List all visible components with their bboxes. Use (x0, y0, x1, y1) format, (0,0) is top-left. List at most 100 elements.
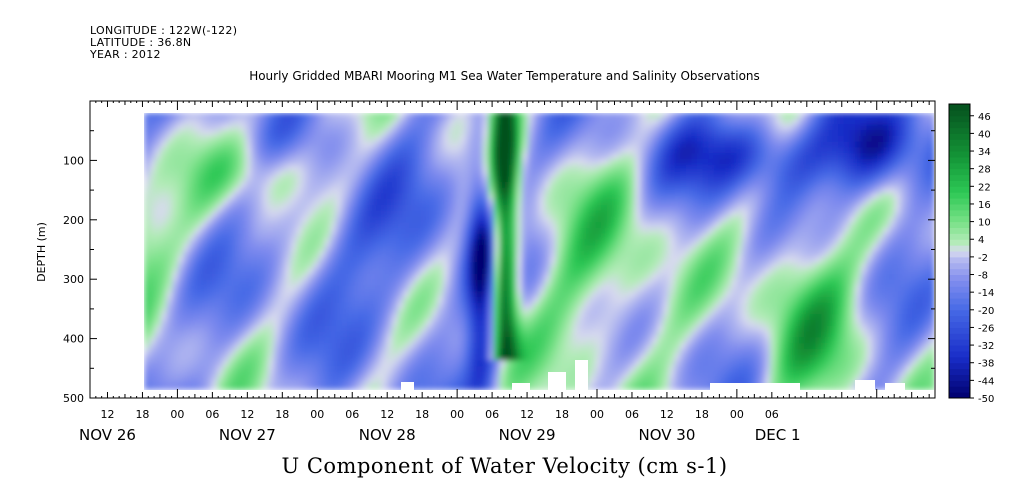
field-cell (166, 204, 174, 212)
field-cell (386, 187, 394, 195)
field-cell (476, 279, 484, 287)
field-cell (369, 113, 377, 120)
field-cell (245, 210, 253, 218)
field-cell (228, 124, 236, 131)
field-cell (166, 291, 174, 298)
field-cell (369, 239, 377, 247)
field-cell (431, 331, 439, 339)
field-cell (437, 181, 444, 189)
field-cell (228, 181, 236, 189)
field-cell (273, 256, 281, 264)
field-cell (420, 291, 427, 298)
field-cell (228, 216, 236, 224)
field-cell (522, 245, 529, 252)
field-cell (595, 181, 602, 189)
field-cell (702, 153, 710, 160)
field-cell (200, 383, 207, 390)
field-cell (420, 320, 427, 327)
field-cell (234, 147, 241, 154)
field-cell (347, 256, 354, 264)
field-cell (200, 164, 207, 172)
field-cell (708, 153, 715, 160)
field-cell (719, 199, 727, 206)
field-cell (392, 366, 399, 373)
field-cell (273, 360, 281, 367)
field-cell (561, 331, 569, 339)
field-cell (223, 279, 230, 287)
field-cell (567, 130, 574, 137)
field-cell (680, 135, 687, 143)
field-cell (397, 308, 405, 316)
field-cell (330, 337, 337, 344)
field-cell (719, 331, 727, 339)
field-cell (183, 187, 190, 195)
field-cell (426, 124, 433, 131)
field-cell (589, 291, 597, 298)
field-cell (623, 199, 631, 206)
field-cell (268, 176, 275, 183)
field-cell (510, 118, 518, 126)
field-cell (555, 337, 563, 344)
field-cell (144, 337, 151, 344)
field-cell (499, 325, 506, 333)
field-cell (403, 227, 411, 235)
field-cell (200, 193, 207, 200)
field-cell (527, 245, 535, 252)
field-cell (555, 199, 563, 206)
field-cell (420, 256, 427, 264)
field-cell (335, 233, 343, 241)
field-cell (708, 181, 715, 189)
field-cell (358, 297, 365, 304)
field-cell (239, 297, 247, 304)
field-cell (668, 130, 676, 137)
field-cell (606, 222, 614, 229)
field-cell (539, 135, 546, 143)
field-cell (572, 216, 580, 224)
field-cell (386, 170, 394, 177)
field-cell (335, 181, 343, 189)
field-cell (623, 118, 631, 126)
field-cell (206, 233, 213, 241)
field-cell (476, 135, 484, 143)
field-cell (302, 320, 309, 327)
field-cell (646, 320, 653, 327)
field-cell (646, 164, 653, 172)
field-cell (663, 176, 670, 183)
field-cell (601, 199, 608, 206)
field-cell (245, 268, 253, 275)
field-cell (437, 193, 444, 200)
field-cell (730, 118, 738, 126)
field-cell (352, 147, 360, 154)
field-cell (443, 262, 450, 270)
field-cell (324, 176, 332, 183)
field-cell (144, 158, 151, 166)
field-cell (386, 314, 394, 321)
field-cell (397, 199, 405, 206)
field-cell (493, 268, 501, 275)
field-cell (166, 383, 174, 390)
field-cell (725, 187, 732, 195)
field-cell (347, 164, 354, 172)
field-cell (431, 170, 439, 177)
field-cell (386, 325, 394, 333)
field-cell (482, 360, 490, 367)
field-cell (211, 337, 219, 344)
field-cell (697, 181, 704, 189)
field-cell (262, 343, 269, 350)
field-cell (454, 279, 461, 287)
field-cell (155, 262, 162, 270)
field-cell (550, 348, 557, 356)
field-cell (324, 118, 332, 126)
field-cell (476, 193, 484, 200)
field-cell (527, 118, 535, 126)
field-cell (567, 302, 574, 310)
field-cell (719, 141, 727, 149)
field-cell (211, 141, 219, 149)
field-cell (471, 135, 478, 143)
field-cell (708, 314, 715, 321)
field-cell (691, 302, 698, 310)
field-cell (369, 250, 377, 258)
field-cell (341, 274, 348, 281)
field-cell (510, 153, 518, 160)
field-cell (375, 268, 382, 275)
